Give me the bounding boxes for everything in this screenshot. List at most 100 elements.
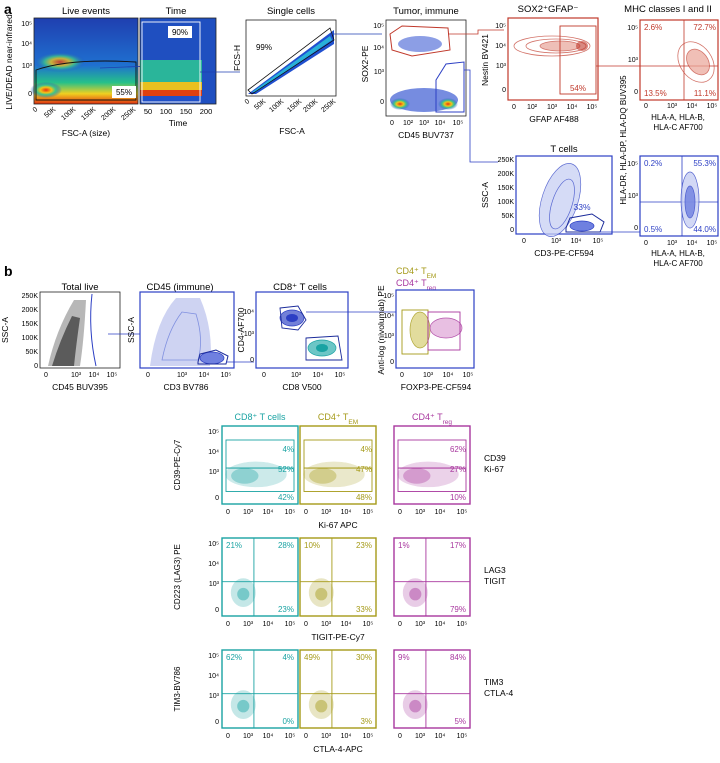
gate-label-box	[168, 26, 192, 38]
contour	[308, 578, 334, 607]
contour	[230, 690, 256, 719]
gate-cd8	[305, 335, 343, 361]
x-tick: 10³	[71, 372, 82, 379]
quadrant-label: 72.7%	[693, 23, 716, 32]
quadrant-label: 33%	[356, 605, 372, 614]
y-axis-label: SSC-A	[126, 317, 136, 343]
gate-label: 4%	[282, 445, 294, 454]
x-axis-label: HLA-A, HLA-B,	[651, 113, 705, 122]
quadrant-label: 30%	[356, 653, 372, 662]
x-tick: 10³	[667, 240, 678, 247]
x-tick: 0	[400, 372, 404, 379]
contour	[199, 351, 225, 365]
quadrant-label: 0%	[282, 717, 294, 726]
x-tick: 200K	[100, 106, 117, 122]
y-tick: 150K	[498, 185, 515, 192]
y-tick: 10⁴	[383, 313, 394, 320]
plot-frame	[221, 425, 299, 505]
x-tick: 10⁴	[341, 621, 352, 628]
x-tick: 10³	[551, 238, 562, 245]
y-ticks: 10⁵ 10⁴ 10³ 0	[495, 23, 506, 94]
gate-rect	[559, 25, 597, 95]
x-tick: 10⁵	[221, 372, 232, 379]
x-tick: 50K	[43, 106, 57, 120]
gate-label: 10%	[450, 493, 466, 502]
quadrant-label: 4%	[282, 653, 294, 662]
y-ticks: 10⁴ 10³ 0	[243, 309, 254, 364]
plot-live-events: Live events 55% 10⁵ 10⁴ 10³ 0 0 50K 100K…	[4, 6, 139, 138]
x-tick: 10⁵	[457, 621, 468, 628]
event-cloud-core	[161, 311, 201, 361]
y-tick: 0	[215, 495, 219, 502]
x-tick: 0	[146, 372, 150, 379]
y-tick: 250K	[22, 293, 39, 300]
x-tick: 10³	[291, 372, 302, 379]
row-marker-label: TIM3	[484, 677, 504, 687]
y-tick: 10⁵	[208, 541, 219, 548]
plot-title-tem: CD4⁺ TEM	[396, 266, 436, 280]
x-tick: 250K	[120, 106, 137, 122]
x-tick: 150	[180, 107, 193, 116]
x-tick: 0	[304, 733, 308, 740]
x-axis-label: Ki-67 APC	[318, 520, 357, 530]
x-tick: 0	[44, 372, 48, 379]
y-axis-label-mhc-shared: HLA-DR, HLA-DP, HLA-DQ BUV395	[619, 75, 628, 205]
quadrant-label: 0.5%	[644, 225, 662, 234]
contour	[315, 587, 328, 601]
flow-subplot: 0 10³ 10⁴ 10⁵ 1% 17% 79%	[393, 537, 471, 628]
x-tick: 0	[262, 372, 266, 379]
plot-frame	[245, 19, 337, 97]
x-tick: 10⁴	[341, 733, 352, 740]
contour	[237, 587, 250, 601]
gate-label: 55%	[116, 88, 132, 97]
gate-label: 62%	[450, 445, 466, 454]
x-tick: 10³	[177, 372, 188, 379]
arrow-connector-immune	[464, 69, 498, 163]
flow-subplot: 0 10³ 10⁴ 10⁵ 49% 30% 3%	[299, 649, 377, 740]
y-tick: 0	[510, 227, 514, 234]
event-cloud	[398, 36, 442, 52]
x-tick: 10⁴	[443, 372, 454, 379]
plot-frame	[507, 17, 599, 101]
x-tick: 50K	[253, 98, 267, 112]
plot-title: Tumor, immune	[393, 6, 459, 17]
event-cloud-core	[390, 98, 410, 110]
x-tick: 10⁴	[263, 509, 274, 516]
x-tick: 0	[398, 733, 402, 740]
plot-frame	[299, 425, 377, 505]
panel-a-label: a	[4, 1, 12, 17]
contour	[237, 699, 250, 713]
gate-polygon	[247, 27, 335, 95]
x-tick: 10⁵	[335, 372, 346, 379]
quadrant-label: 10%	[304, 541, 320, 550]
quadrant-label: 84%	[450, 653, 466, 662]
plot-cd4-tem-treg: CD4⁺ TEM CD4⁺ Treg 10⁵ 10⁴ 10³ 0 0 10³ 1…	[376, 266, 475, 392]
x-tick: 10⁴	[687, 240, 698, 247]
x-ticks: 0 10² 10³ 10⁴ 10⁵	[390, 120, 463, 127]
row-marker-label: CTLA-4	[484, 688, 514, 698]
x-ticks: 0 10³ 10⁴ 10⁵	[522, 238, 603, 245]
contour	[316, 344, 328, 352]
plot-frame	[299, 537, 377, 617]
x-tick: 10⁴	[435, 733, 446, 740]
y-tick: 0	[34, 363, 38, 370]
x-tick: 10⁴	[263, 733, 274, 740]
x-tick: 10³	[547, 104, 558, 111]
y-axis-label: SSC-A	[0, 317, 10, 343]
x-axis-label: HLA-C AF700	[653, 259, 703, 268]
plot-frame	[139, 17, 217, 105]
x-axis-label: CD45 BUV737	[398, 130, 454, 140]
flow-subplot: 0 10³ 10⁴ 10⁵ 21% 28% 23%	[221, 537, 299, 628]
y-ticks: 10⁵ 10⁴ 10³ 0	[373, 23, 384, 106]
row-marker-label: Ki-67	[484, 464, 504, 474]
y-ticks: 250K 200K 150K 100K 50K 0	[22, 293, 39, 370]
flow-subplot: 0 10³ 10⁴ 10⁵ 62% 27% 10%	[393, 425, 471, 516]
density-diagonal-core	[252, 36, 332, 92]
plot-title: MHC classes I and II	[624, 4, 712, 15]
y-axis-label: SOX2-PE	[360, 45, 370, 82]
y-tick: 10³	[209, 581, 220, 588]
plot-title: SOX2⁺GFAP⁻	[518, 4, 579, 15]
x-tick: 50	[144, 107, 152, 116]
plot-title: T cells	[550, 144, 578, 155]
y-tick: 0	[502, 87, 506, 94]
